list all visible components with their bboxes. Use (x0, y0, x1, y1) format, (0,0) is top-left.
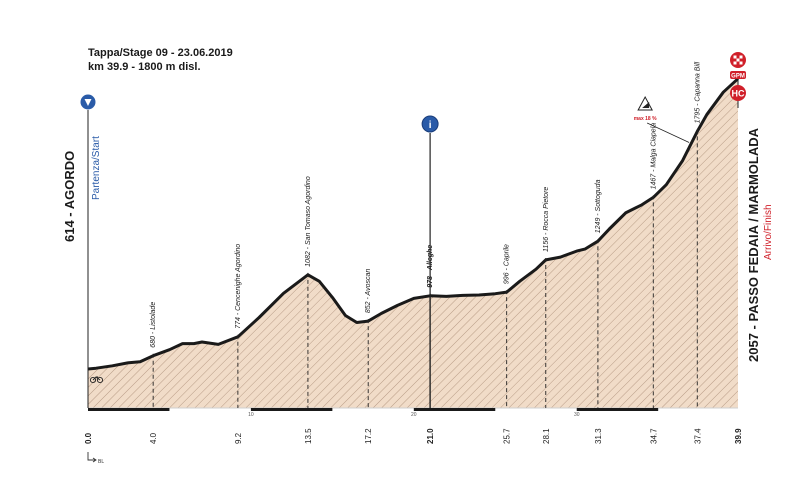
bicycle-icon (89, 376, 97, 384)
finish-role-label: Arrivo/Finish (763, 204, 774, 260)
km-label: 0.0 (84, 432, 93, 444)
waypoint-label: 1795 - Capanna Bill (694, 61, 701, 123)
waypoint-label: 1249 - Sottoguda (595, 179, 602, 233)
hc-icon (730, 85, 746, 101)
stage-distance-climb: km 39.9 - 1800 m disl. (88, 61, 201, 73)
waypoint-label: 1467 - Malga Ciapela (650, 123, 657, 190)
hc-icon-text: HC (732, 89, 745, 99)
scale-tick-label: 20 (411, 412, 417, 418)
km-label: 31.3 (594, 428, 603, 444)
max-gradient-pointer (646, 122, 690, 143)
legend-arrow-head (92, 457, 97, 463)
km-label: 25.7 (503, 428, 512, 444)
profile-area (88, 78, 738, 408)
waypoint-label: 680 - Listolade (150, 302, 157, 348)
bicycle-frame (92, 376, 101, 381)
checker-square (733, 61, 737, 65)
gpm-badge-text: GPM (731, 74, 745, 80)
bicycle-wheel (96, 376, 104, 384)
start-role-label: Partenza/Start (91, 136, 102, 200)
chevron-down-icon (84, 99, 92, 106)
scale-bar-segment (88, 408, 170, 411)
waypoint-label: 1082 - San Tomaso Agordino (305, 176, 312, 267)
km-label: 28.1 (542, 428, 551, 444)
km-label: 17.2 (364, 428, 373, 444)
scale-bar-segment (576, 408, 659, 411)
profile-line (87, 77, 740, 371)
scale-tick-label: 10 (248, 412, 254, 418)
checker-square (736, 58, 740, 62)
scale-bar-segment (413, 408, 496, 411)
waypoint-label: 1156 - Rocca Pietore (543, 187, 550, 252)
start-name-label: 614 - AGORDO (62, 151, 77, 242)
km-label: 34.7 (649, 428, 658, 444)
km-label: 37.4 (693, 428, 702, 444)
max-gradient-label: max 18 % (634, 116, 657, 122)
waypoint-label: 774 - Cencenighe Agordino (235, 244, 242, 329)
checker-square (739, 61, 743, 65)
checker-square (733, 55, 737, 59)
slope-glyph (642, 102, 650, 108)
finish-name-label: 2057 - PASSO FEDAIA / MARMOLADA (746, 127, 761, 362)
scale-bar-segment (250, 408, 333, 411)
legend-arrow-icon (87, 452, 95, 461)
km-label: 9.2 (234, 432, 243, 444)
intermediate-info-icon (421, 115, 439, 133)
checker-square (739, 55, 743, 59)
waypoint-label: 996 - Caprile (504, 244, 511, 284)
stage-title: Tappa/Stage 09 - 23.06.2019 (88, 47, 233, 59)
intermediate-icon-text: i (429, 120, 432, 131)
gradient-warning-icon (637, 95, 653, 111)
km-label: 39.9 (734, 428, 743, 444)
km-label: 13.5 (304, 428, 313, 444)
waypoint-label: 852 - Avoscan (365, 269, 372, 313)
gpm-badge (730, 71, 746, 79)
km-label: 4.0 (149, 432, 158, 444)
km-label: 21.0 (426, 428, 435, 444)
scale-tick-label: 30 (574, 412, 580, 418)
legend-note: BL (98, 459, 104, 465)
stage-header: Tappa/Stage 09 - 23.06.2019 km 39.9 - 18… (88, 46, 233, 74)
